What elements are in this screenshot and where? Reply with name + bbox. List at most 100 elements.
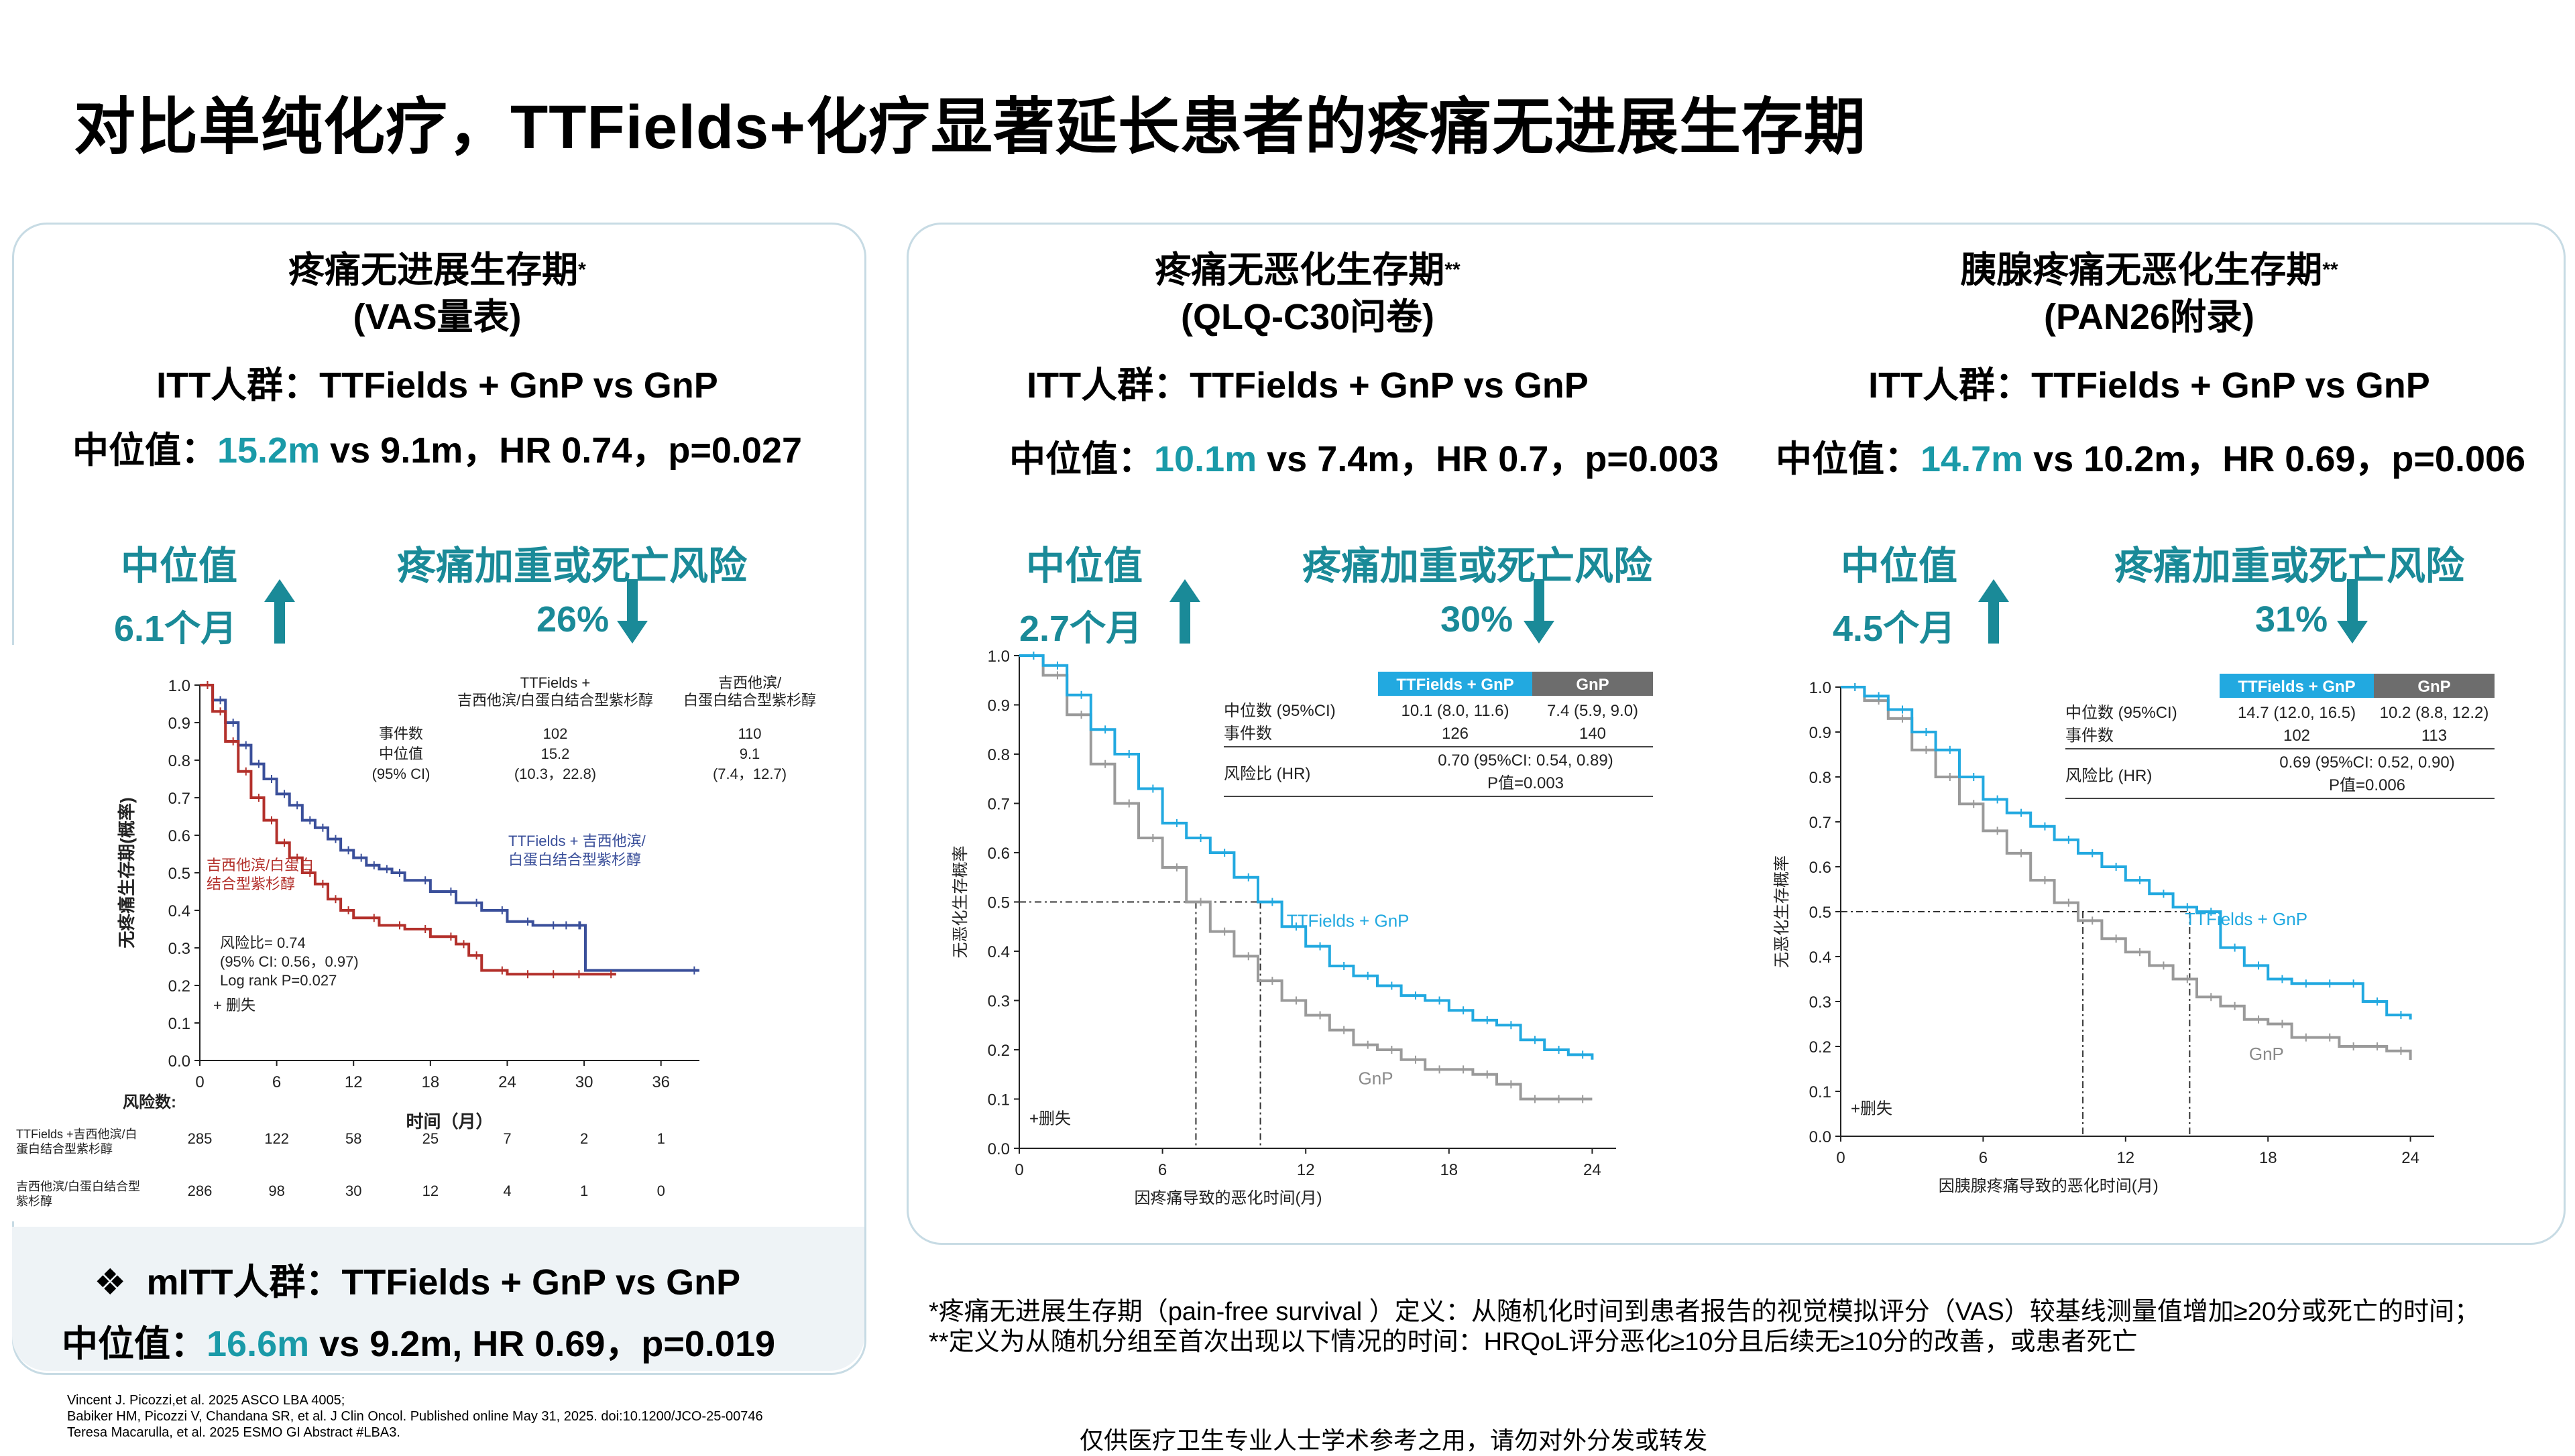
ttf-series-line <box>200 684 699 972</box>
y-tick-label: 1.0 <box>988 648 1010 666</box>
ttf-series-censor-mark <box>216 696 225 705</box>
ttf-series-censor-mark <box>2183 903 2191 912</box>
legend-col1-header: TTFields + <box>520 674 591 691</box>
legend-row-label: 中位值 <box>379 745 423 762</box>
gnp-series-censor-mark <box>1149 833 1157 842</box>
censor-legend: +删失 <box>1851 1100 1892 1118</box>
y-tick-label: 0.3 <box>168 940 190 958</box>
footnote-2: **定义为从随机分组至首次出现以下情况的时间：HRQoL评分恶化≥10分且后续无… <box>929 1328 2138 1356</box>
table-header-ttf-bg <box>1378 672 1532 696</box>
ttf-series-censor-mark <box>1077 690 1086 699</box>
gnp-series-censor-mark <box>2064 898 2073 907</box>
y-tick-label: 0.6 <box>1809 859 1831 877</box>
gnp-series-censor-mark <box>2088 916 2097 925</box>
ttf-series-censor-mark <box>2397 1011 2405 1020</box>
y-tick-label: 0.0 <box>168 1052 190 1071</box>
ttf-series-censor-mark <box>1530 1036 1539 1044</box>
pan-chart: 0.0 0.1 0.2 0.3 0.4 0.5 0.6 0.7 0.8 0.9 1.0 0 6 12 18 2… <box>1757 644 2521 1220</box>
ttf-series-censor-mark <box>498 906 506 914</box>
gnp-series-censor-mark <box>280 839 289 847</box>
x-axis-label: 时间（月） <box>406 1111 493 1132</box>
x-tick-label: 12 <box>345 1073 363 1091</box>
pan-km-chart: 0.0 0.1 0.2 0.3 0.4 0.5 0.6 0.7 0.8 0.9 1.0 0 6 12 18 2… <box>1773 674 2495 1195</box>
risk-value: 30 <box>345 1182 361 1199</box>
y-tick-label: 0.1 <box>168 1015 190 1033</box>
pfs-median-rest: vs 9.1m，HR 0.74，p=0.027 <box>320 430 803 471</box>
x-tick-label: 24 <box>1583 1161 1601 1179</box>
qlq-median-rest: vs 7.4m，HR 0.7，p=0.003 <box>1257 439 1719 479</box>
table-hr-value: 0.70 (95%CI: 0.54, 0.89) <box>1438 751 1613 770</box>
ttf-series-censor-mark <box>306 816 314 825</box>
risk-row-label: TTFields +吉西他滨/白 <box>16 1128 137 1141</box>
mitt-line: ❖ mITT人群：TTFields + GnP vs GnP <box>94 1252 740 1305</box>
gnp-series-censor-mark <box>2254 1015 2263 1024</box>
gnp-series-censor-mark <box>2373 1042 2382 1050</box>
ttf-series-censor-mark <box>2112 863 2120 871</box>
pan-stat2-label: 疼痛加重或死亡风险 <box>2114 544 2465 588</box>
y-tick-label: 0.2 <box>988 1042 1010 1060</box>
gnp-series-censor-mark <box>1554 1095 1563 1103</box>
ttf-series-censor-mark <box>1922 728 1931 736</box>
pan-median-highlight: 14.7m <box>1921 439 2024 479</box>
ttf-series-censor-mark <box>2254 961 2263 970</box>
table-header-gnp-bg <box>2374 674 2495 698</box>
gnp-series-censor-mark <box>1579 1095 1587 1103</box>
y-tick-label: 0.8 <box>168 752 190 770</box>
table-gnp-value: 7.4 (5.9, 9.0) <box>1547 702 1638 720</box>
y-tick-label: 0.9 <box>988 697 1010 715</box>
pfs-itt: ITT人群：TTFields + GnP vs GnP <box>156 365 718 406</box>
ttf-series-censor-mark <box>1029 652 1038 660</box>
gnp-series-censor-mark <box>1363 1040 1372 1049</box>
gnp-series-censor-mark <box>498 966 506 975</box>
qlq-median-prefix: 中位值： <box>1009 439 1154 479</box>
ttf-series-censor-mark <box>1459 1006 1468 1015</box>
y-tick-label: 0.2 <box>1809 1038 1831 1056</box>
gnp-series-censor-mark <box>1196 898 1205 906</box>
ttf-series-censor-mark <box>1340 962 1349 971</box>
y-tick-label: 0.8 <box>988 746 1010 764</box>
gnp-series-censor-mark <box>1459 1065 1468 1074</box>
pan-stat2-value: 31% <box>2255 599 2328 640</box>
y-tick-label: 0.0 <box>988 1140 1010 1158</box>
y-tick-label: 1.0 <box>1809 679 1831 697</box>
gnp-series-censor-mark <box>524 970 532 979</box>
qlq-heading-mark: ** <box>1444 259 1461 281</box>
pan-median-prefix: 中位值： <box>1776 439 1921 479</box>
qlq-chart: 0.0 0.1 0.2 0.3 0.4 0.5 0.6 0.7 0.8 0.9 1.0 0 6 12 18 2… <box>942 644 1686 1220</box>
qlq-stat2-value: 30% <box>1440 599 1513 640</box>
hr-text: (95% CI: 0.56，0.97) <box>220 953 359 970</box>
qlq-itt: ITT人群：TTFields + GnP vs GnP <box>1027 365 1589 406</box>
gnp-series-censor-mark <box>1053 671 1062 680</box>
ttf-series-censor-mark <box>2373 997 2382 1006</box>
ttf-series-censor-mark <box>2207 908 2216 916</box>
x-axis-label: 因胰腺疼痛导致的恶化时间(月) <box>1939 1177 2159 1195</box>
table-row-label: 中位数 (95%CI) <box>2065 704 2177 722</box>
gnp-series-censor-mark <box>203 681 212 689</box>
y-tick-label: 0.5 <box>1809 904 1831 922</box>
qlq-stat1-label: 中位值 <box>1026 544 1143 588</box>
censor-legend: + 删失 <box>213 997 255 1014</box>
risk-row-label: 蛋白结合型紫杉醇 <box>16 1142 113 1156</box>
gnp-series-censor-mark <box>447 932 455 941</box>
ttf-series-censor-mark <box>280 790 289 798</box>
pfs-stat2-label: 疼痛加重或死亡风险 <box>397 544 748 588</box>
pan-heading-mark: ** <box>2322 259 2338 281</box>
gnp-series-censor-mark <box>1316 1011 1324 1020</box>
risk-value: 285 <box>188 1130 213 1147</box>
legend-col2-header: 吉西他滨/ <box>718 674 782 691</box>
ttf-series-censor-mark <box>396 869 404 877</box>
table-hr-label: 风险比 (HR) <box>2065 767 2152 785</box>
gnp-series-label: 吉西他滨/白蛋白 <box>207 857 314 873</box>
qlq-stat2-label: 疼痛加重或死亡风险 <box>1302 544 1653 588</box>
table-hr-value: 0.69 (95%CI: 0.52, 0.90) <box>2279 753 2455 772</box>
arrow-down-icon <box>1524 579 1554 644</box>
gnp-series-censor-mark <box>331 895 340 904</box>
legend-row-label: 事件数 <box>379 725 423 742</box>
pfs-median-prefix: 中位值： <box>72 430 217 471</box>
table-header-gnp: GnP <box>2417 678 2450 696</box>
pfs-heading: 疼痛无进展生存期 <box>288 250 579 290</box>
gnp-series-label: 结合型紫杉醇 <box>207 875 295 892</box>
gnp-series-label: GnP <box>1359 1068 1393 1088</box>
qlq-median-highlight: 10.1m <box>1154 439 1257 479</box>
y-axis-label: 无恶化生存概率 <box>952 846 970 959</box>
